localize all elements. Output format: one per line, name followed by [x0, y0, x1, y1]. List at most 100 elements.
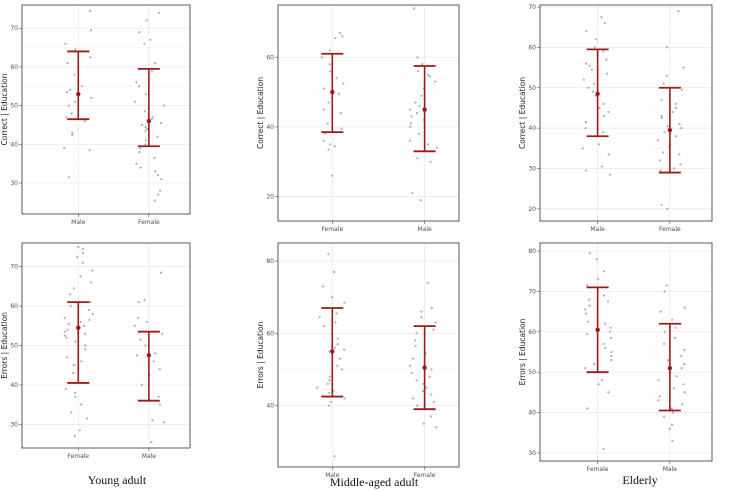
raw-point-female — [77, 245, 80, 248]
raw-point-female — [595, 258, 598, 261]
raw-point-female — [69, 293, 72, 296]
raw-point-female — [610, 354, 613, 358]
raw-point-female — [680, 127, 683, 130]
y-tick-label: 30 — [528, 166, 536, 173]
raw-point-male — [316, 386, 319, 389]
raw-point-female — [66, 328, 69, 331]
raw-point-male — [159, 271, 163, 274]
raw-point-female — [67, 322, 70, 325]
x-tick-label-male: Male — [142, 453, 157, 460]
panel-5: 40 60 80 Male Female Errors | Education — [256, 242, 460, 479]
raw-point-male — [318, 316, 321, 319]
raw-point-female — [331, 174, 334, 177]
y-axis-label: Correct | Education — [0, 73, 9, 145]
raw-point-female — [63, 316, 66, 319]
raw-point-male — [343, 301, 346, 304]
panel-3: 20 30 40 50 60 70 Male Female Correct | Educatio… — [518, 4, 713, 233]
raw-point-male — [71, 131, 74, 134]
raw-point-male — [146, 320, 149, 323]
raw-point-female — [63, 334, 66, 337]
raw-point-female — [84, 344, 87, 347]
raw-point-female — [597, 278, 600, 281]
raw-point-female — [79, 320, 83, 323]
raw-point-female — [430, 393, 433, 396]
y-tick-label: 30 — [10, 421, 18, 428]
raw-point-female — [666, 207, 669, 210]
raw-point-female — [430, 306, 433, 310]
raw-point-male — [605, 72, 609, 75]
raw-point-male — [603, 22, 606, 25]
raw-point-female — [428, 375, 431, 378]
panel-border — [539, 4, 713, 222]
raw-point-male — [340, 368, 343, 371]
raw-point-female — [139, 166, 142, 169]
raw-point-male — [140, 383, 143, 386]
group-label-elderly: Elderly — [622, 473, 657, 487]
raw-point-male — [137, 316, 140, 319]
raw-point-male — [327, 252, 330, 255]
raw-point-female — [414, 344, 417, 348]
raw-point-female — [586, 407, 589, 410]
raw-point-male — [80, 85, 83, 88]
raw-point-male — [600, 165, 603, 168]
raw-point-female — [341, 35, 344, 38]
raw-point-female — [150, 69, 153, 72]
mean-point-male — [595, 91, 600, 97]
raw-point-male — [584, 127, 587, 130]
y-tick-label: 60 — [10, 303, 18, 310]
raw-point-male — [594, 38, 598, 41]
raw-point-male — [89, 56, 92, 59]
raw-point-female — [337, 92, 340, 95]
raw-point-female — [329, 143, 332, 146]
raw-point-male — [416, 157, 419, 160]
raw-point-male — [680, 354, 683, 358]
raw-point-male — [323, 325, 326, 328]
y-tick-label: 40 — [528, 410, 536, 417]
raw-point-male — [338, 357, 341, 360]
raw-point-female — [156, 135, 159, 138]
raw-point-female — [84, 348, 87, 351]
mean-point-female — [330, 89, 335, 95]
raw-point-male — [333, 455, 336, 458]
raw-point-female — [149, 38, 152, 41]
raw-point-female — [339, 111, 342, 115]
raw-point-female — [159, 189, 162, 192]
raw-point-female — [328, 63, 331, 66]
y-tick-label: 60 — [266, 54, 274, 61]
mean-point-female — [595, 327, 600, 332]
raw-point-female — [84, 332, 87, 335]
raw-point-male — [65, 91, 68, 94]
y-axis-label: Correct | Education — [256, 77, 265, 149]
raw-point-female — [138, 85, 141, 88]
raw-point-male — [593, 82, 596, 85]
raw-point-female — [602, 447, 605, 450]
raw-point-male — [426, 143, 429, 146]
raw-point-male — [673, 336, 677, 339]
raw-point-male — [662, 415, 666, 418]
raw-point-female — [70, 411, 73, 414]
raw-point-female — [80, 360, 83, 363]
raw-point-female — [588, 304, 591, 307]
raw-point-male — [88, 9, 92, 12]
raw-point-female — [89, 301, 92, 304]
panel-border — [277, 242, 460, 468]
raw-point-male — [326, 382, 329, 385]
raw-point-female — [64, 387, 67, 390]
raw-point-male — [658, 395, 661, 398]
raw-point-male — [671, 439, 674, 442]
raw-point-male — [416, 56, 419, 59]
y-tick-label: 40 — [266, 124, 274, 131]
raw-point-female — [86, 417, 89, 420]
raw-point-female — [144, 139, 147, 142]
mean-point-male — [330, 349, 335, 354]
raw-point-male — [67, 176, 70, 179]
raw-point-female — [157, 11, 160, 14]
raw-point-male — [671, 423, 674, 426]
raw-point-female — [662, 151, 665, 154]
mean-point-male — [146, 353, 152, 358]
raw-point-male — [683, 306, 686, 309]
raw-point-male — [602, 50, 605, 53]
raw-point-female — [682, 66, 685, 69]
raw-point-female — [677, 10, 680, 13]
raw-point-female — [674, 135, 678, 138]
